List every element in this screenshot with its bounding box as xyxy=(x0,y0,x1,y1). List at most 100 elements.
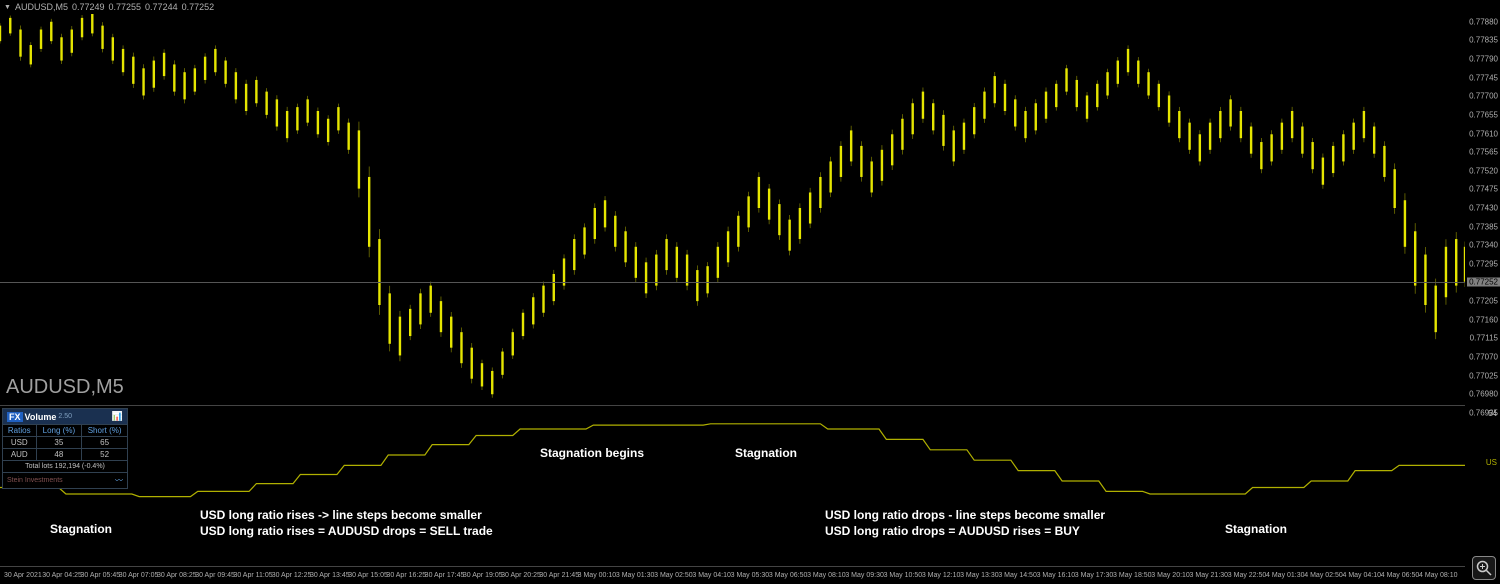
time-tick: 3 May 02:50 xyxy=(654,572,693,579)
time-tick: 3 May 22:50 xyxy=(1228,572,1267,579)
header-o: 0.77249 xyxy=(72,2,105,12)
fxvolume-indicator-box[interactable]: FX Volume 2.50 📊 Ratios Long (%) Short (… xyxy=(2,408,128,489)
chart-symbol-label: AUDUSD,M5 xyxy=(6,376,124,399)
indicator-cell: 35 xyxy=(37,437,83,448)
col-ratios: Ratios xyxy=(3,425,37,436)
chart-annotation: USD long ratio rises = AUDUSD drops = SE… xyxy=(200,524,493,538)
time-tick: 30 Apr 05:45 xyxy=(80,572,120,579)
time-tick: 4 May 02:50 xyxy=(1304,572,1343,579)
indicator-title: Volume xyxy=(25,412,57,422)
indicator-cell: 52 xyxy=(82,449,127,460)
header-h: 0.77255 xyxy=(109,2,142,12)
indicator-right-label: US xyxy=(1486,458,1497,467)
chart-header: ▼ AUDUSD,M5 0.77249 0.77255 0.77244 0.77… xyxy=(4,2,214,12)
time-tick: 3 May 18:50 xyxy=(1113,572,1152,579)
toggle-icon[interactable]: ▼ xyxy=(4,4,11,11)
indicator-total: Total lots 192,194 (-0.4%) xyxy=(3,460,127,472)
pulse-icon[interactable]: 〰 xyxy=(115,475,123,486)
time-tick: 4 May 04:10 xyxy=(1343,572,1382,579)
chart-annotation: USD long ratio drops = AUDUSD rises = BU… xyxy=(825,524,1080,538)
time-tick: 3 May 09:30 xyxy=(845,572,884,579)
time-tick: 30 Apr 19:05 xyxy=(463,572,503,579)
price-tick: 0.77610 xyxy=(1469,129,1498,138)
indicator-header-row: Ratios Long (%) Short (%) xyxy=(3,424,127,436)
time-tick: 3 May 17:30 xyxy=(1075,572,1114,579)
chart-annotation: Stagnation xyxy=(1225,522,1287,536)
price-chart[interactable] xyxy=(0,14,1465,402)
time-tick: 3 May 06:50 xyxy=(769,572,808,579)
time-tick: 3 May 12:10 xyxy=(922,572,961,579)
time-tick: 3 May 21:30 xyxy=(1190,572,1229,579)
chart-annotation: USD long ratio drops - line steps become… xyxy=(825,508,1105,522)
time-tick: 30 Apr 20:25 xyxy=(501,572,541,579)
price-tick: 0.76980 xyxy=(1469,390,1498,399)
indicator-data-row: AUD4852 xyxy=(3,448,127,460)
indicator-left-small: 54 xyxy=(1488,409,1497,418)
time-axis: 30 Apr 202130 Apr 04:2530 Apr 05:4530 Ap… xyxy=(0,566,1465,584)
time-tick: 3 May 10:50 xyxy=(884,572,923,579)
header-l: 0.77244 xyxy=(145,2,178,12)
chart-annotation: Stagnation begins xyxy=(540,446,644,460)
col-long: Long (%) xyxy=(37,425,83,436)
header-symbol: AUDUSD,M5 xyxy=(15,2,68,12)
chart-annotation: Stagnation xyxy=(735,446,797,460)
indicator-title-bar: FX Volume 2.50 📊 xyxy=(3,409,127,424)
price-tick: 0.77475 xyxy=(1469,185,1498,194)
time-tick: 3 May 05:30 xyxy=(731,572,770,579)
price-tick: 0.77655 xyxy=(1469,110,1498,119)
price-tick: 0.77835 xyxy=(1469,36,1498,45)
time-tick: 4 May 08:10 xyxy=(1419,572,1458,579)
fx-badge: FX xyxy=(7,412,23,422)
time-tick: 3 May 08:10 xyxy=(807,572,846,579)
time-tick: 30 Apr 08:25 xyxy=(157,572,197,579)
time-tick: 3 May 04:10 xyxy=(692,572,731,579)
indicator-version: 2.50 xyxy=(58,413,72,420)
price-tick: 0.77252 xyxy=(1467,277,1500,286)
header-c: 0.77252 xyxy=(182,2,215,12)
price-tick: 0.77025 xyxy=(1469,371,1498,380)
time-tick: 30 Apr 07:05 xyxy=(119,572,159,579)
zoom-button[interactable] xyxy=(1472,556,1496,580)
time-tick: 30 Apr 12:25 xyxy=(272,572,312,579)
time-tick: 3 May 13:30 xyxy=(960,572,999,579)
price-tick: 0.77115 xyxy=(1470,334,1498,343)
indicator-cell: USD xyxy=(3,437,37,448)
time-tick: 30 Apr 09:45 xyxy=(195,572,235,579)
time-tick: 30 Apr 17:45 xyxy=(425,572,465,579)
price-tick: 0.77385 xyxy=(1469,222,1498,231)
time-tick: 30 Apr 11:05 xyxy=(233,572,272,579)
price-tick: 0.77745 xyxy=(1469,73,1498,82)
time-tick: 4 May 06:50 xyxy=(1381,572,1420,579)
time-tick: 30 Apr 21:45 xyxy=(539,572,579,579)
time-tick: 3 May 16:10 xyxy=(1037,572,1076,579)
indicator-data-row: USD3565 xyxy=(3,436,127,448)
current-price-line xyxy=(0,282,1465,283)
time-tick: 3 May 00:10 xyxy=(578,572,617,579)
magnify-plus-icon xyxy=(1476,560,1492,576)
chart-icon[interactable]: 📊 xyxy=(112,411,123,422)
indicator-brand: Stein Investments 〰 xyxy=(3,472,127,488)
time-tick: 3 May 01:30 xyxy=(616,572,655,579)
indicator-cell: 48 xyxy=(37,449,83,460)
time-tick: 3 May 20:10 xyxy=(1151,572,1190,579)
price-tick: 0.77790 xyxy=(1469,55,1498,64)
chart-annotation: USD long ratio rises -> line steps becom… xyxy=(200,508,482,522)
brand-text: Stein Investments xyxy=(7,477,63,484)
price-axis: 0.77880 0.77835 0.77790 0.77745 0.77700 0.776… xyxy=(1465,14,1500,402)
time-tick: 30 Apr 16:25 xyxy=(386,572,426,579)
price-tick: 0.77205 xyxy=(1469,297,1498,306)
col-short: Short (%) xyxy=(82,425,127,436)
price-tick: 0.77160 xyxy=(1469,315,1498,324)
time-tick: 30 Apr 13:45 xyxy=(310,572,350,579)
indicator-cell: 65 xyxy=(82,437,127,448)
price-tick: 0.77070 xyxy=(1469,352,1498,361)
time-tick: 4 May 01:30 xyxy=(1266,572,1305,579)
price-tick: 0.77880 xyxy=(1469,17,1498,26)
price-tick: 0.77295 xyxy=(1469,259,1498,268)
price-tick: 0.77700 xyxy=(1469,92,1498,101)
price-tick: 0.77565 xyxy=(1469,148,1498,157)
indicator-cell: AUD xyxy=(3,449,37,460)
time-tick: 30 Apr 15:05 xyxy=(348,572,388,579)
time-tick: 30 Apr 04:25 xyxy=(42,572,82,579)
price-tick: 0.77520 xyxy=(1469,166,1498,175)
